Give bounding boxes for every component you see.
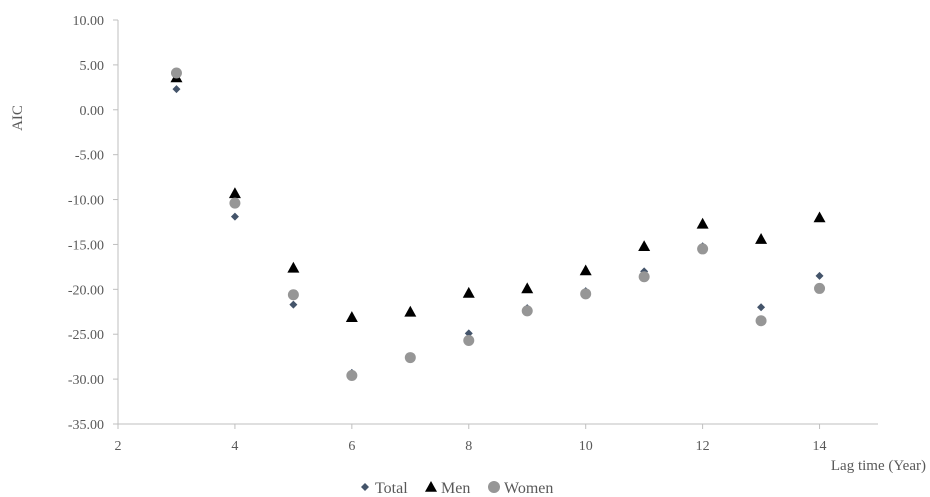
legend-item-men: Men [425,480,470,497]
women-point [814,282,826,294]
series-women [170,67,826,382]
y-tick-label: -20.00 [68,283,104,298]
legend: Total Men Women [361,480,553,497]
y-tick-label: 10.00 [73,14,105,29]
y-axis-title: AIC [10,105,26,131]
men-point [228,187,241,199]
x-tick-label: 4 [231,439,238,454]
men-point [696,217,709,229]
men-point [404,305,417,317]
x-axis-ticks: 2 4 6 8 10 12 14 [115,424,827,454]
x-tick-label: 2 [115,439,122,454]
men-point [638,240,651,252]
women-point [346,370,358,382]
women-point [521,305,533,317]
women-point [697,243,709,255]
men-point [287,261,300,273]
y-tick-label: 5.00 [80,59,105,74]
total-point [172,85,181,94]
y-tick-label: -25.00 [68,328,104,343]
men-point [579,264,592,276]
y-tick-label: -5.00 [75,149,104,164]
series-men [170,71,826,322]
men-point [813,211,826,223]
legend-item-women: Women [488,480,553,497]
legend-label-total: Total [375,480,408,497]
total-point [757,303,766,312]
legend-marker-women [488,481,500,493]
y-tick-label: 0.00 [80,104,105,119]
women-point [229,197,241,209]
legend-marker-men [425,481,437,492]
total-point [230,212,239,221]
men-point [521,282,534,294]
total-point [289,300,298,309]
men-point [345,311,358,322]
y-tick-label: -10.00 [68,194,104,209]
legend-label-men: Men [441,480,470,497]
x-axis-title: Lag time (Year) [831,458,926,474]
total-point [815,271,824,280]
y-tick-label: -35.00 [68,418,104,433]
women-point [287,289,299,301]
men-point [462,286,475,298]
y-axis-ticks: 10.00 5.00 0.00 -5.00 -10.00 -15.00 -20.00 -25.… [68,14,118,433]
women-point [404,352,416,364]
y-tick-label: -15.00 [68,238,104,253]
data-points [170,67,826,382]
legend-label-women: Women [504,480,553,497]
series-total [172,85,824,377]
women-point [580,288,592,300]
legend-marker-total [361,483,369,491]
women-point [638,271,650,283]
x-tick-label: 8 [465,439,472,454]
x-tick-label: 10 [579,439,593,454]
x-tick-label: 6 [348,439,355,454]
women-point [755,315,767,327]
x-tick-label: 14 [813,439,827,454]
x-tick-label: 12 [696,439,710,454]
y-tick-label: -30.00 [68,373,104,388]
men-point [755,233,768,244]
legend-item-total: Total [361,480,408,497]
total-point [464,329,473,338]
women-point [463,335,475,347]
women-point [170,67,182,79]
